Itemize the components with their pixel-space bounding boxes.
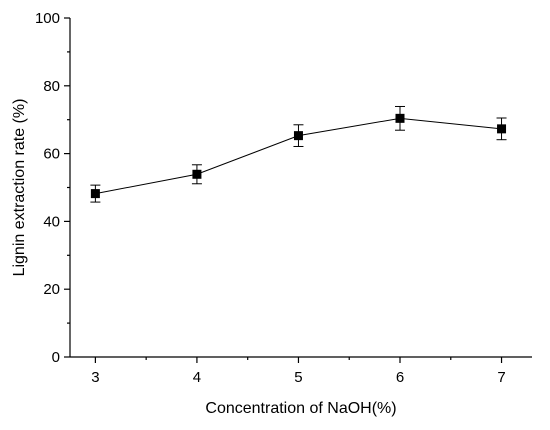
x-ticks: 3 4 5 6 7 (91, 357, 506, 386)
x-tick-label: 3 (91, 369, 99, 386)
data-point (293, 131, 303, 141)
y-tick-label: 60 (43, 146, 60, 163)
y-tick-label: 20 (43, 281, 60, 298)
y-tick-label: 100 (35, 10, 60, 27)
y-tick-label: 0 (52, 349, 60, 366)
x-tick-label: 7 (497, 369, 505, 386)
y-axis-title: Lignin extraction rate (%) (11, 99, 28, 277)
y-tick-label: 80 (43, 78, 60, 95)
x-tick-label: 6 (396, 369, 404, 386)
axes (69, 18, 532, 358)
data-point (395, 113, 405, 123)
x-axis-title: Concentration of NaOH(%) (205, 400, 396, 417)
data-point (192, 169, 202, 179)
data-point (90, 189, 100, 199)
series-layer (90, 105, 507, 203)
x-tick-label: 5 (294, 369, 302, 386)
y-ticks: 0 20 40 60 80 100 (35, 10, 70, 366)
data-point (497, 124, 507, 134)
x-tick-label: 4 (193, 369, 201, 386)
y-tick-label: 40 (43, 213, 60, 230)
